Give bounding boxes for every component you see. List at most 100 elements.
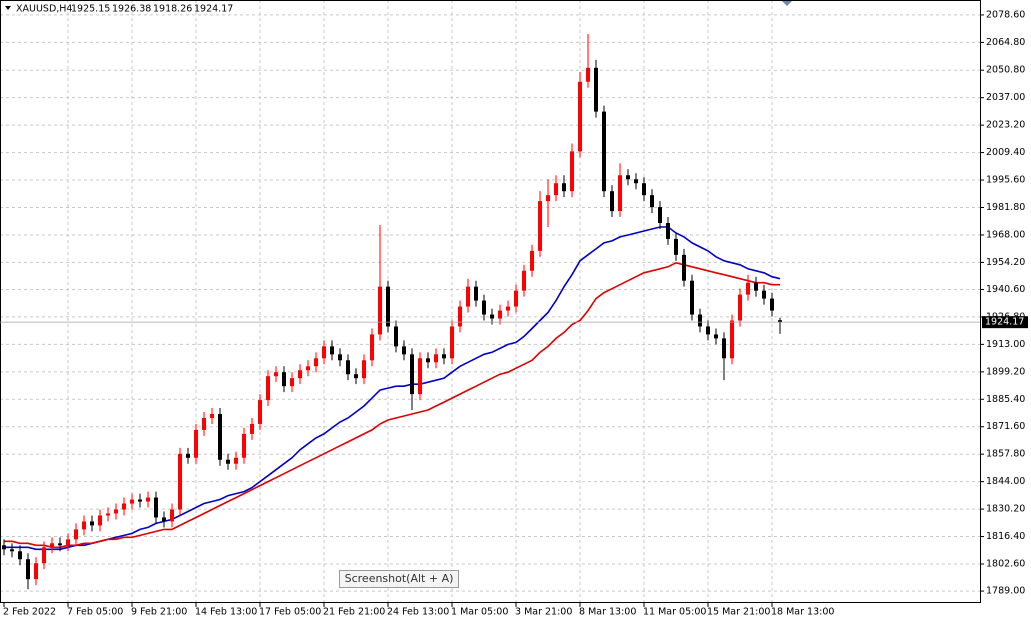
candle-body (210, 414, 214, 418)
candle-body (282, 372, 286, 387)
candle-body (690, 280, 694, 315)
candle-body (498, 310, 502, 319)
candle-body (2, 545, 6, 550)
candle-body (434, 354, 438, 363)
screenshot-button[interactable]: Screenshot(Alt + A) (339, 570, 459, 588)
candle-body (90, 521, 94, 526)
x-tick-label: 7 Feb 05:00 (67, 607, 123, 618)
y-tick-label: 2009.40 (986, 147, 1025, 158)
x-tick-label: 2 Feb 2022 (3, 607, 56, 618)
candle-body (178, 453, 182, 510)
candle-body (722, 338, 726, 359)
candles (2, 34, 782, 590)
x-tick-label: 11 Mar 05:00 (643, 607, 706, 618)
candle-body (458, 306, 462, 327)
candle-body (66, 539, 70, 546)
candle-body (122, 503, 126, 510)
candle-body (114, 509, 118, 514)
candle-body (474, 286, 478, 301)
y-tick-label: 2078.60 (986, 9, 1025, 20)
candle-body (410, 354, 414, 395)
close-value: 1924.17 (194, 4, 233, 15)
y-tick-label: 1816.40 (986, 531, 1025, 542)
plot-frame (0, 0, 981, 603)
candle-body (362, 360, 366, 379)
candle-body (618, 175, 622, 212)
y-tick-label: 2064.80 (986, 37, 1025, 48)
candle-body (266, 376, 270, 401)
candle-body (74, 529, 78, 540)
candle-body (482, 300, 486, 315)
candle-body (82, 521, 86, 530)
candle-body (346, 360, 350, 375)
y-tick-label: 1857.80 (986, 449, 1025, 460)
x-tick-label: 9 Feb 21:00 (131, 607, 187, 618)
candle-body (10, 549, 14, 552)
symbol: XAUUSD,H4 (16, 4, 72, 15)
candle-body (250, 423, 254, 434)
candle-body (106, 513, 110, 516)
moving-average (4, 226, 781, 551)
y-tick-label: 1871.60 (986, 421, 1025, 432)
candle-body (770, 298, 774, 311)
candle-body (426, 358, 430, 363)
candle-body (450, 326, 454, 359)
x-tick-label: 14 Feb 13:00 (195, 607, 257, 618)
y-tick-label: 1844.00 (986, 476, 1025, 487)
candle-body (162, 517, 166, 522)
candle-body (546, 195, 550, 202)
y-tick-label: 1995.60 (986, 175, 1025, 186)
candle-body (714, 334, 718, 339)
candle-body (338, 354, 342, 361)
candle-body (306, 366, 310, 371)
candle-body (26, 559, 30, 580)
candle-body (538, 201, 542, 251)
x-tick-label: 21 Feb 21:00 (323, 607, 385, 618)
candle-body (746, 282, 750, 295)
moving-average (4, 261, 780, 549)
x-tick-label: 8 Mar 13:00 (579, 607, 636, 618)
x-tick-label: 18 Mar 13:00 (771, 607, 834, 618)
header-icon (5, 6, 11, 10)
candle-body (530, 250, 534, 271)
candle-body (650, 195, 654, 208)
candle-body (154, 497, 158, 518)
grid (0, 0, 980, 603)
candle-body (226, 459, 230, 464)
candle-body (706, 326, 710, 335)
candle-body (562, 183, 566, 192)
candle-body (442, 354, 446, 359)
candle-body (554, 183, 558, 196)
candle-body (234, 457, 238, 464)
candle-body (58, 543, 62, 546)
y-tick-label: 1913.00 (986, 339, 1025, 350)
price-label-bg (982, 316, 1028, 329)
candle-body (570, 151, 574, 192)
x-tick-label: 15 Mar 21:00 (707, 607, 770, 618)
open-value: 1925.15 (71, 4, 110, 15)
candle-body (578, 81, 582, 152)
candle-body (370, 334, 374, 361)
candle-body (322, 346, 326, 359)
y-tick-label: 1981.80 (986, 202, 1025, 213)
candle-body (626, 175, 630, 180)
axes: 2078.60 2064.80 2050.80 2037.00 2023.20 2009.… (0, 9, 1028, 618)
candle-body (98, 515, 102, 526)
candle-body (186, 453, 190, 458)
candle-body (50, 543, 54, 548)
candle-body (194, 429, 198, 458)
candle-body (674, 238, 678, 255)
candle-body (778, 320, 782, 323)
candle-body (658, 207, 662, 224)
x-tick-label: 3 Mar 21:00 (515, 607, 572, 618)
candle-body (402, 346, 406, 355)
shift-marker (782, 1, 792, 6)
y-tick-label: 1968.00 (986, 229, 1025, 240)
candle-body (666, 223, 670, 239)
candle-body (490, 314, 494, 319)
candle-body (258, 400, 262, 424)
y-tick-label: 2050.80 (986, 65, 1025, 76)
candle-body (738, 294, 742, 321)
